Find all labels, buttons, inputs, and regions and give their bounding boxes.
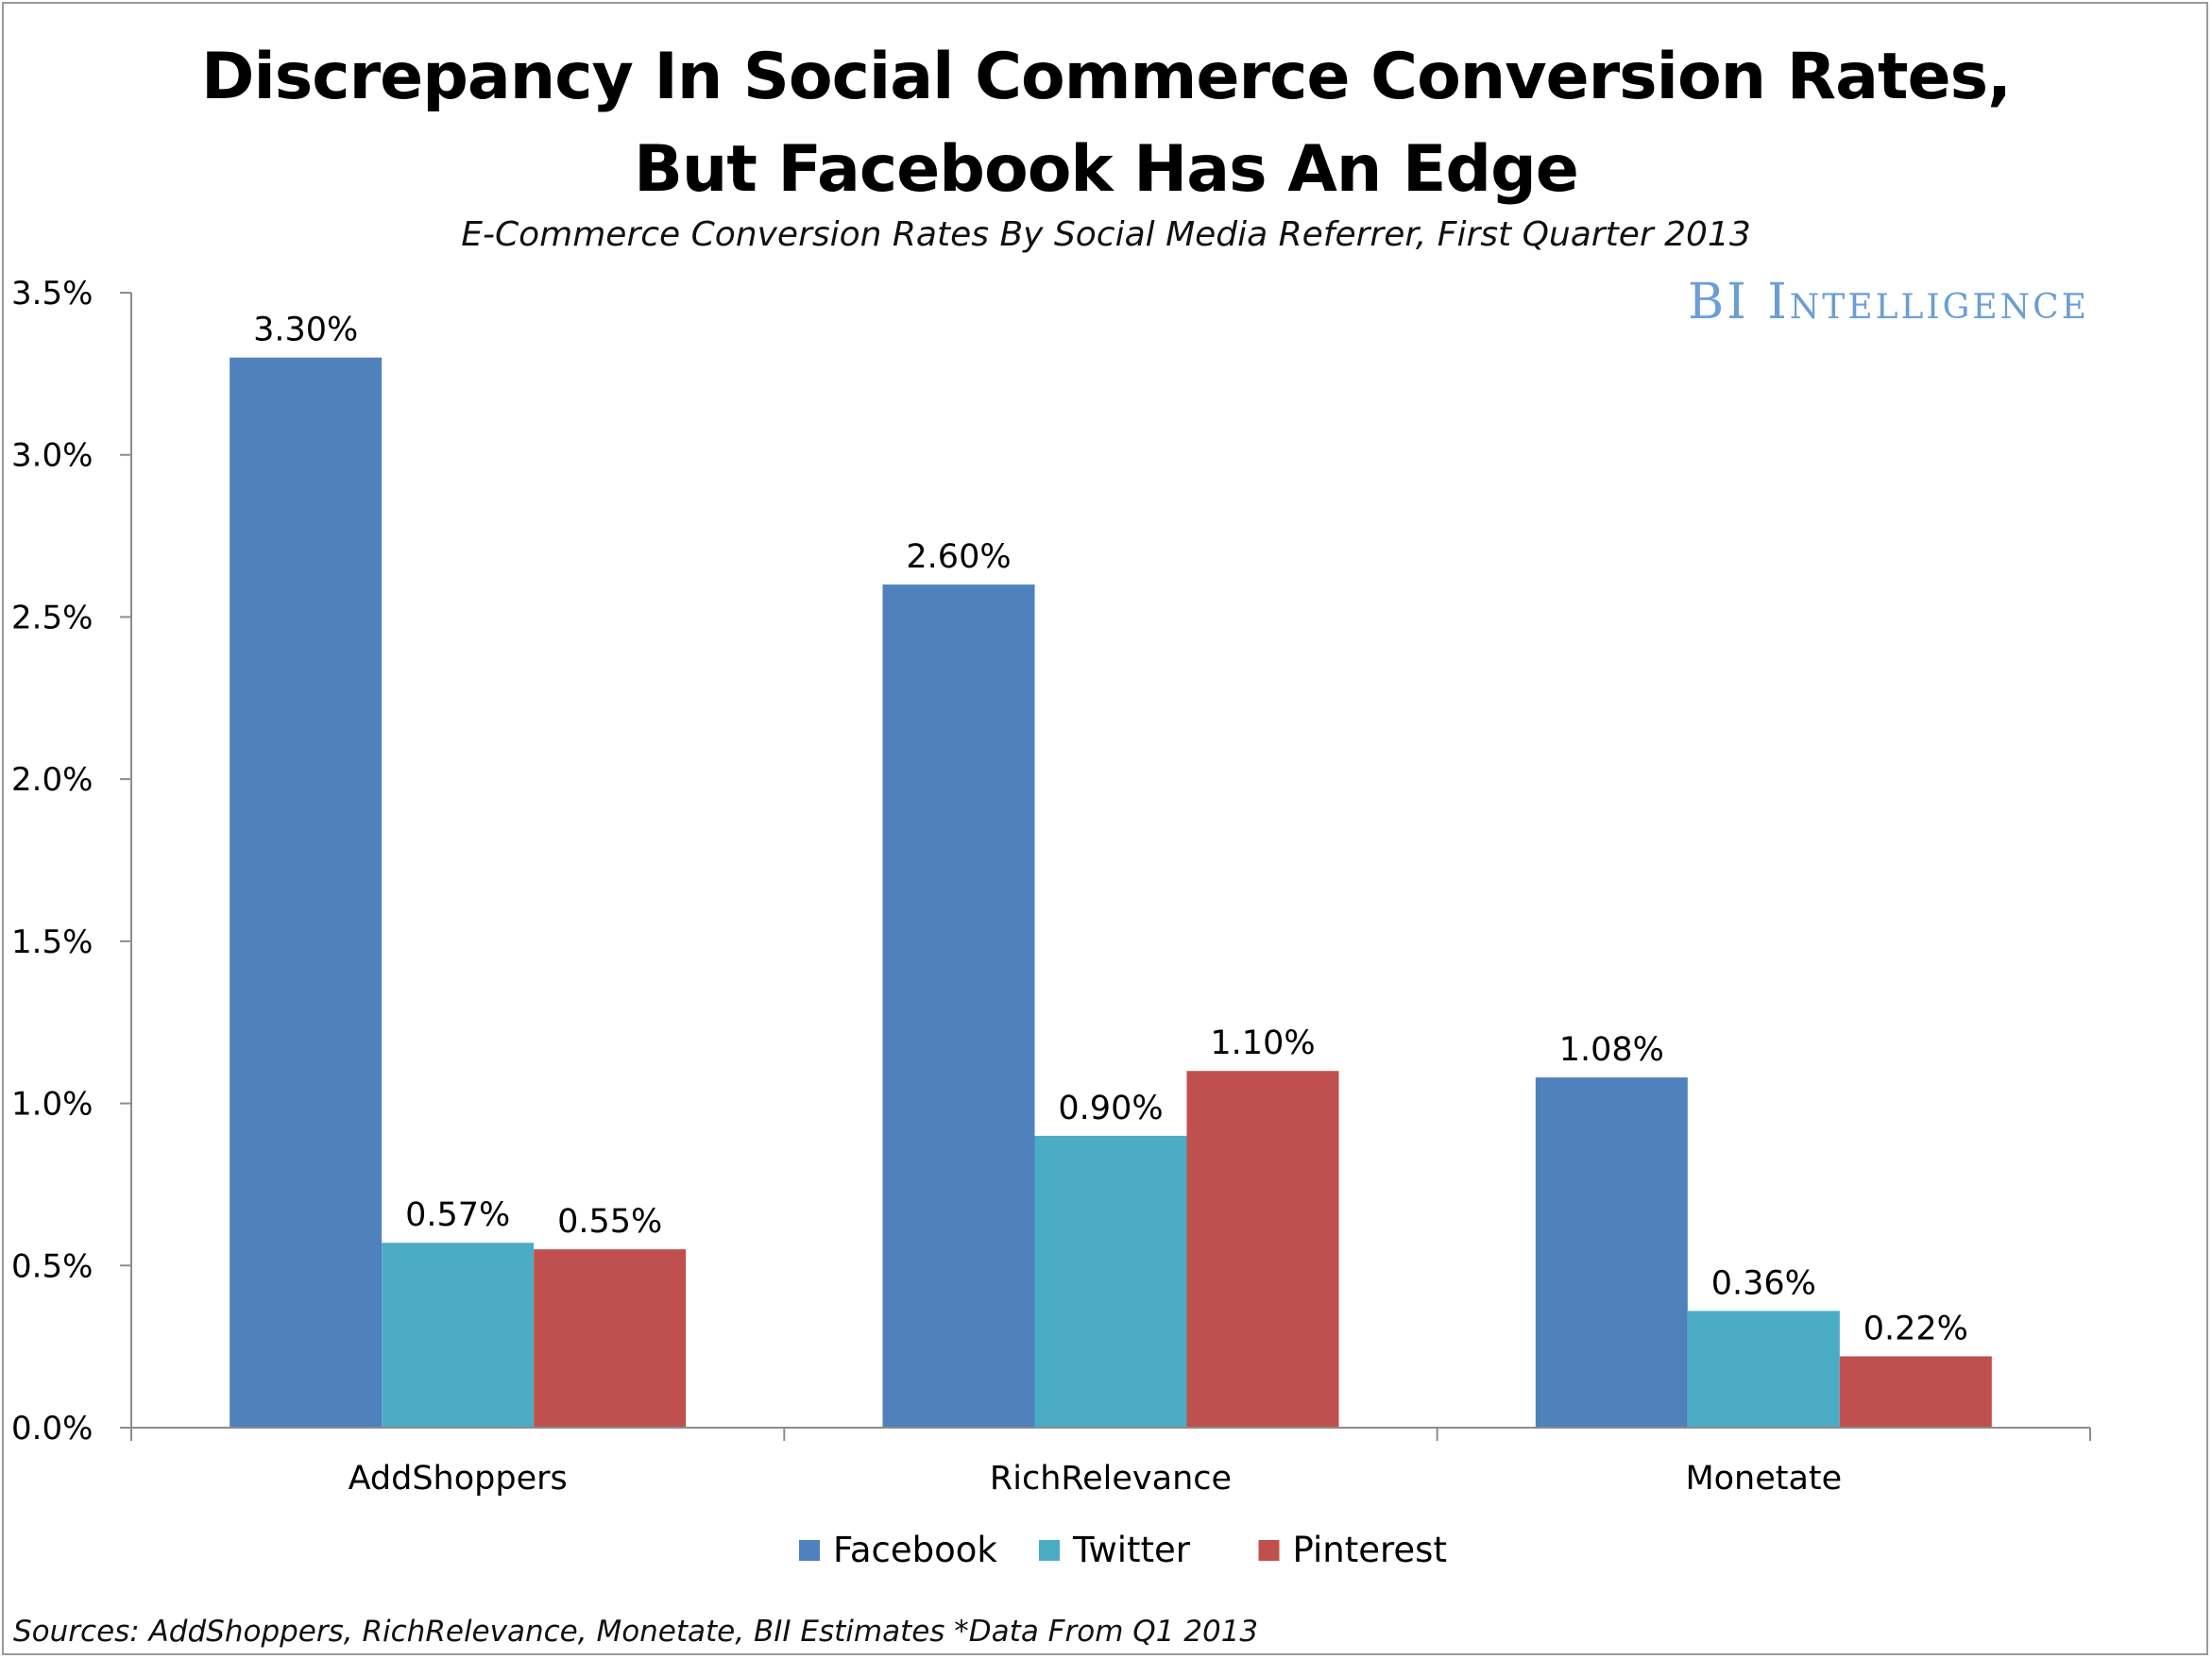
bar-facebook-monetate — [1535, 1077, 1688, 1428]
y-tick-label: 3.0% — [11, 437, 93, 475]
chart-title-line-2: But Facebook Has An Edge — [634, 132, 1579, 207]
bar-twitter-monetate — [1687, 1311, 1840, 1428]
data-label-twitter-richrelevance: 0.90% — [1058, 1090, 1163, 1127]
data-label-twitter-addshoppers: 0.57% — [405, 1196, 510, 1234]
category-label-monetate: Monetate — [1685, 1460, 1842, 1498]
y-tick-label: 2.0% — [11, 761, 93, 799]
legend-label-twitter: Twitter — [1072, 1530, 1191, 1570]
data-label-pinterest-addshoppers: 0.55% — [557, 1203, 662, 1241]
data-label-pinterest-richrelevance: 1.10% — [1210, 1024, 1315, 1062]
data-label-facebook-monetate: 1.08% — [1559, 1031, 1664, 1069]
legend-swatch-pinterest — [1258, 1540, 1280, 1561]
data-label-pinterest-monetate: 0.22% — [1863, 1310, 1968, 1347]
y-tick-label: 2.5% — [11, 599, 93, 636]
chart-title-line-1: Discrepancy In Social Commerce Conversio… — [201, 40, 2012, 114]
y-tick-label: 0.5% — [11, 1247, 93, 1285]
legend-label-pinterest: Pinterest — [1293, 1530, 1447, 1570]
y-tick-label: 3.5% — [11, 275, 93, 313]
y-tick-label: 0.0% — [11, 1410, 93, 1447]
bar-twitter-addshoppers — [382, 1243, 535, 1428]
bar-facebook-addshoppers — [230, 357, 383, 1429]
bar-pinterest-addshoppers — [534, 1249, 687, 1428]
labels-layer: 3.30% 0.57% 0.55% AddShoppers 2.60% 0.90% 1.10… — [253, 312, 1968, 1498]
data-label-facebook-richrelevance: 2.60% — [906, 538, 1011, 576]
chart-subtitle: E-Commerce Conversion Rates By Social Me… — [461, 215, 1751, 254]
brand-logo: BI Intelligence — [1687, 274, 2089, 330]
y-tick-label: 1.0% — [11, 1086, 93, 1124]
legend-swatch-facebook — [799, 1540, 820, 1561]
bar-twitter-richrelevance — [1034, 1135, 1187, 1428]
axis-layer: 0.0% 0.5% 1.0% 1.5% 2.0% 2.5% 3.0% 3.5% — [11, 275, 2091, 1447]
legend: Facebook Twitter Pinterest — [799, 1530, 1447, 1570]
legend-label-facebook: Facebook — [833, 1530, 997, 1570]
bars-layer — [230, 357, 1992, 1429]
source-note: Sources: AddShoppers, RichRelevance, Mon… — [13, 1615, 1259, 1649]
y-tick-label: 1.5% — [11, 923, 93, 961]
category-label-richrelevance: RichRelevance — [990, 1460, 1232, 1498]
data-label-twitter-monetate: 0.36% — [1711, 1264, 1816, 1302]
bar-pinterest-monetate — [1839, 1356, 1992, 1428]
data-label-facebook-addshoppers: 3.30% — [253, 312, 358, 349]
category-label-addshoppers: AddShoppers — [349, 1460, 568, 1498]
bar-pinterest-richrelevance — [1186, 1071, 1339, 1428]
bar-facebook-richrelevance — [882, 584, 1035, 1428]
legend-swatch-twitter — [1039, 1540, 1060, 1561]
